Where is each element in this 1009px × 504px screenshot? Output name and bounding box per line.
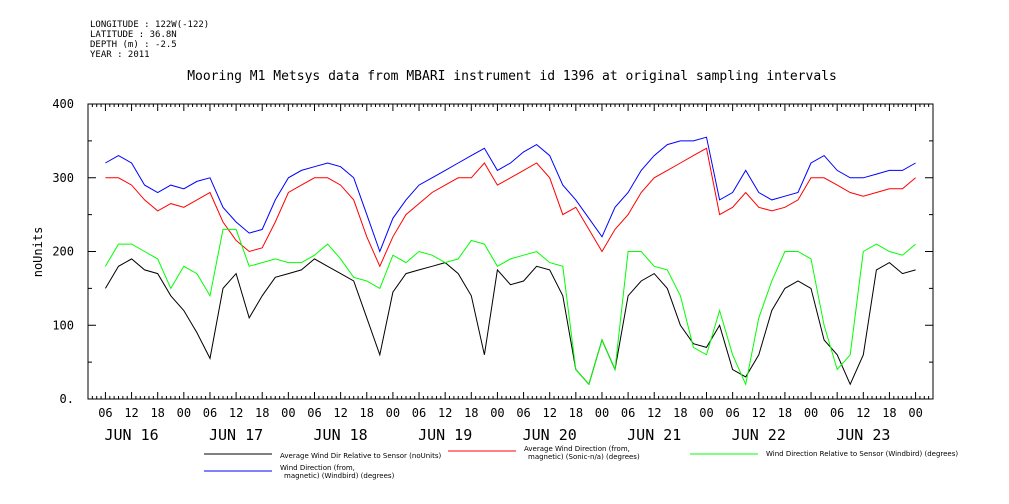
x-tick-label: 18 bbox=[360, 406, 374, 420]
metadata-block: LONGITUDE : 122W(-122) LATITUDE : 36.8N … bbox=[90, 20, 209, 60]
x-tick-label: 18 bbox=[255, 406, 269, 420]
x-tick-label: 00 bbox=[281, 406, 295, 420]
depth-text: DEPTH (m) : -2.5 bbox=[90, 40, 177, 50]
x-tick-label: 18 bbox=[569, 406, 583, 420]
x-tick-label: 06 bbox=[725, 406, 739, 420]
x-tick-label: 18 bbox=[882, 406, 896, 420]
series-line-2 bbox=[105, 147, 916, 268]
x-tick-label: 18 bbox=[464, 406, 478, 420]
x-tick-label: 00 bbox=[595, 406, 609, 420]
x-tick-label: 18 bbox=[778, 406, 792, 420]
legend: Average Wind Dir Relative to Sensor (noU… bbox=[204, 445, 958, 480]
x-tick-label: 18 bbox=[673, 406, 687, 420]
day-label: JUN 23 bbox=[836, 426, 890, 444]
x-tick-label: 06 bbox=[98, 406, 112, 420]
legend-label-4: Wind Direction (from, bbox=[280, 464, 355, 472]
plot-frame bbox=[87, 103, 934, 400]
x-tick-label: 00 bbox=[908, 406, 922, 420]
y-tick-label: 200 bbox=[52, 245, 74, 259]
x-tick-label: 00 bbox=[386, 406, 400, 420]
legend-label-2: Average Wind Direction (from, bbox=[524, 445, 630, 453]
x-tick-label: 12 bbox=[542, 406, 556, 420]
series-line-4 bbox=[105, 136, 916, 253]
day-label: JUN 22 bbox=[732, 426, 786, 444]
axes-frame: 0. 100 200 300 400 06 12 18 00 06 12 18 00 06 12 18 00 06… bbox=[52, 97, 934, 444]
series-line-3 bbox=[104, 228, 916, 386]
legend-label-1: Average Wind Dir Relative to Sensor (noU… bbox=[280, 452, 441, 460]
y-axis-label: noUnits bbox=[31, 227, 45, 278]
day-label: JUN 18 bbox=[314, 426, 368, 444]
x-tick-label: 00 bbox=[804, 406, 818, 420]
legend-label-3: Wind Direction Relative to Sensor (Windb… bbox=[766, 450, 958, 458]
x-tick-label: 12 bbox=[438, 406, 452, 420]
x-tick-label: 00 bbox=[490, 406, 504, 420]
x-tick-label: 06 bbox=[516, 406, 530, 420]
x-tick-label: 06 bbox=[621, 406, 635, 420]
x-tick-label: 12 bbox=[856, 406, 870, 420]
longitude-text: LONGITUDE : 122W(-122) bbox=[90, 20, 210, 30]
day-label: JUN 17 bbox=[209, 426, 263, 444]
y-tick-label: 100 bbox=[52, 318, 74, 332]
latitude-text: LATITUDE : 36.8N bbox=[90, 30, 177, 40]
chart-title: Mooring M1 Metsys data from MBARI instru… bbox=[187, 69, 837, 84]
x-tick-label: 12 bbox=[752, 406, 766, 420]
x-tick-label: 06 bbox=[830, 406, 844, 420]
y-tick-label: 0. bbox=[60, 392, 74, 406]
x-tick-label: 12 bbox=[124, 406, 138, 420]
x-tick-label: 12 bbox=[647, 406, 661, 420]
x-tick-label: 06 bbox=[203, 406, 217, 420]
year-text: YEAR : 2011 bbox=[90, 50, 150, 60]
x-tick-label: 00 bbox=[699, 406, 713, 420]
x-tick-label: 06 bbox=[412, 406, 426, 420]
x-tick-label: 12 bbox=[229, 406, 243, 420]
legend-label-2-line2: magnetic) (Sonic-n/a) (degrees) bbox=[528, 453, 640, 461]
y-tick-label: 300 bbox=[52, 171, 74, 185]
x-tick-label: 18 bbox=[150, 406, 164, 420]
legend-label-4-line2: magnetic) (Windbird) (degrees) bbox=[284, 472, 395, 480]
day-label: JUN 20 bbox=[523, 426, 577, 444]
y-tick-label: 400 bbox=[52, 97, 74, 111]
series-group bbox=[104, 136, 916, 386]
day-label: JUN 16 bbox=[104, 426, 158, 444]
series-line-1 bbox=[104, 258, 916, 386]
x-tick-label: 00 bbox=[177, 406, 191, 420]
x-tick-label: 06 bbox=[307, 406, 321, 420]
day-label: JUN 19 bbox=[418, 426, 472, 444]
day-label: JUN 21 bbox=[627, 426, 681, 444]
x-tick-label: 12 bbox=[333, 406, 347, 420]
